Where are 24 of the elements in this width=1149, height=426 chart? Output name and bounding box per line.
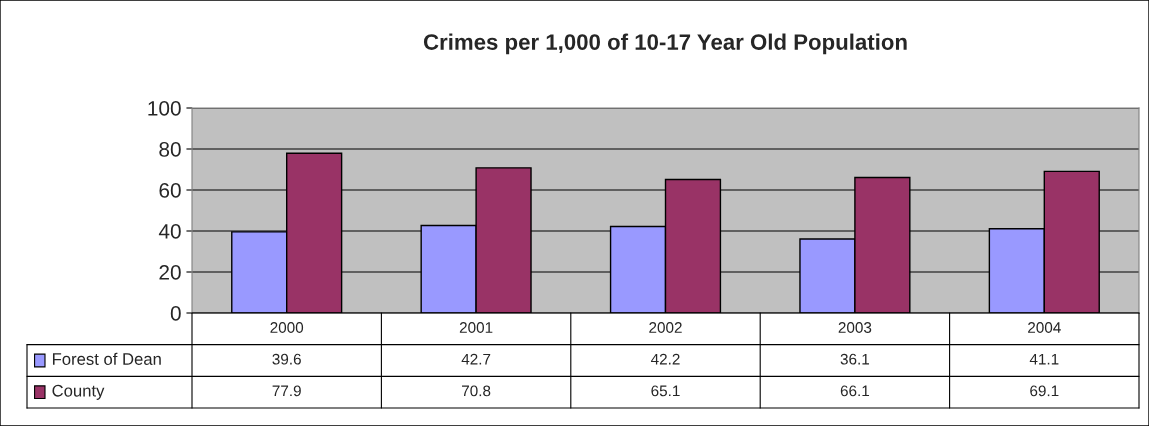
x-tick-label: 2002	[649, 322, 682, 333]
x-tick-label: 2003	[838, 322, 872, 333]
data-label: 69.1	[1030, 385, 1059, 397]
data-label: 70.8	[462, 385, 491, 397]
data-label: 66.1	[840, 385, 870, 397]
y-tick-label: 60	[159, 183, 181, 198]
data-label: 42.2	[650, 353, 680, 365]
legend-label: County	[52, 384, 105, 400]
y-tick-label: 80	[159, 142, 181, 157]
y-tick-label: 40	[158, 224, 181, 239]
data-label: 39.6	[272, 353, 301, 365]
x-tick-label: 2004	[1028, 322, 1061, 333]
y-tick-label: 20	[159, 265, 181, 280]
data-label: 36.1	[840, 353, 870, 365]
legend-label: Forest of Dean	[52, 352, 161, 365]
y-tick-label: 0	[170, 306, 181, 321]
x-tick-label: 2000	[270, 322, 304, 333]
y-tick-label: 100	[148, 101, 181, 116]
chart-title: Crimes per 1,000 of 10-17 Year Old Population	[423, 33, 907, 55]
data-label: 42.7	[461, 353, 491, 365]
data-label: 65.1	[651, 385, 680, 397]
data-label: 77.9	[272, 385, 301, 397]
data-label: 41.1	[1029, 353, 1059, 365]
x-tick-label: 2001	[459, 322, 493, 333]
